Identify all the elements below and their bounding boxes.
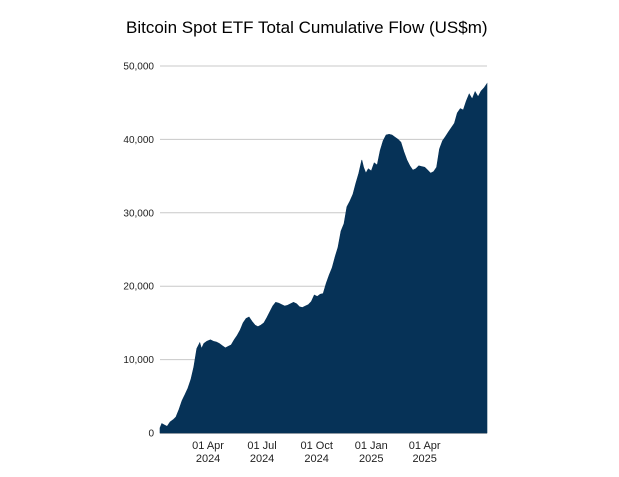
x-tick-label-year: 2025 (412, 453, 436, 465)
y-tick-label: 50,000 (123, 62, 154, 73)
x-tick-label-month: 01 Apr (192, 440, 224, 452)
cumulative-flow-area (159, 82, 488, 434)
y-tick-label: 20,000 (123, 282, 154, 293)
x-tick-label-month: 01 Jan (355, 440, 388, 452)
x-tick-label-year: 2024 (196, 453, 220, 465)
y-tick-label: 10,000 (123, 355, 154, 366)
x-tick-label-year: 2025 (359, 453, 383, 465)
x-tick-label-month: 01 Apr (409, 440, 441, 452)
y-axis-tick-labels: 0 10,000 20,000 30,000 40,000 50,000 (123, 62, 154, 440)
y-tick-label: 40,000 (123, 135, 154, 146)
x-tick-label-year: 2024 (250, 453, 274, 465)
plot-area (159, 82, 488, 434)
y-tick-label: 0 (148, 429, 154, 440)
x-tick-label-month: 01 Jul (247, 440, 276, 452)
y-tick-label: 30,000 (123, 208, 154, 219)
x-tick-label-month: 01 Oct (300, 440, 332, 452)
x-tick-label-year: 2024 (304, 453, 328, 465)
chart-title: Bitcoin Spot ETF Total Cumulative Flow (… (126, 18, 488, 37)
